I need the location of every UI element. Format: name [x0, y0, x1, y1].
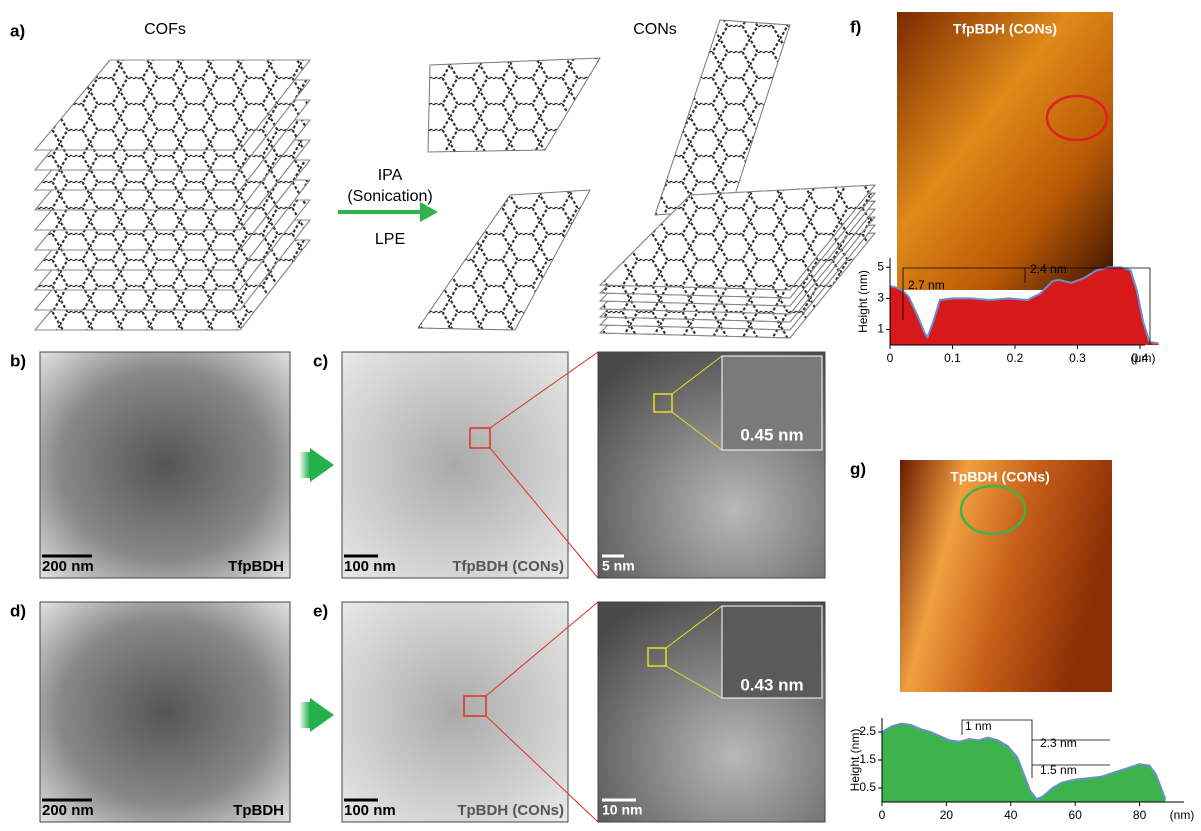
afm-image [900, 460, 1112, 692]
arrow [300, 702, 310, 728]
arrow [310, 698, 334, 732]
profile-line [889, 266, 1159, 345]
scale-label: 100 nm [344, 558, 396, 575]
x-tick-label: 40 [1004, 808, 1018, 822]
zoom-line [489, 447, 599, 579]
bracket [902, 267, 1150, 320]
panel-label: b) [10, 351, 26, 370]
zoom-line [485, 601, 599, 697]
arrow [338, 202, 438, 222]
sample-label: TfpBDH [228, 558, 284, 575]
x-axis-label: (μm) [1131, 351, 1156, 365]
zoom-box [647, 647, 667, 667]
panel-b: b) 200 nm TfpBDH [10, 351, 291, 579]
zoom-line [665, 665, 723, 699]
arrow-text: LPE [375, 231, 405, 248]
zoom-line [671, 355, 723, 395]
x-tick-label: 0.3 [1069, 351, 1086, 365]
y-tick-label: 3 [877, 291, 884, 305]
annotation: 2.3 nm [1040, 736, 1077, 750]
panel-c: c) 100 nm TfpBDH (CONs) 0.45 nm 5 nm [313, 351, 826, 579]
arrow [310, 448, 334, 482]
x-tick-label: 0 [887, 351, 894, 365]
panel-f: f) TfpBDH (CONs) [850, 12, 1113, 290]
x-tick-label: 0.4 [1132, 351, 1149, 365]
panel-label: f) [850, 17, 861, 36]
scale-label: 200 nm [42, 802, 94, 819]
panel-g: g) TpBDH (CONs) [850, 459, 1112, 692]
x-tick-label: 0.1 [944, 351, 961, 365]
panel-a: a) COFs CONs IPA (Sonication) LPE [10, 19, 877, 339]
zoom-line [485, 715, 599, 823]
sheet [417, 189, 591, 331]
x-tick-label: 20 [940, 808, 954, 822]
zoom-box [653, 393, 673, 413]
scale-label: 100 nm [344, 802, 396, 819]
afm-image [897, 12, 1113, 290]
sample-label: TpBDH (CONs) [457, 802, 564, 819]
annotation: 1.5 nm [1040, 763, 1077, 777]
sample-label: TpBDH (CONs) [950, 469, 1050, 485]
x-tick-label: 80 [1133, 808, 1147, 822]
y-axis-label: Height (nm) [856, 270, 870, 333]
panel-label: a) [10, 21, 25, 40]
sample-label: TpBDH [233, 802, 284, 819]
x-tick-label: 60 [1069, 808, 1083, 822]
zoom-box [469, 427, 491, 449]
spacing-label: 0.43 nm [740, 675, 803, 694]
arrow [300, 452, 310, 478]
panel-label: c) [313, 351, 328, 370]
scale-label: 5 nm [602, 558, 635, 574]
annotation: 2.7 nm [908, 278, 945, 292]
tem-image [341, 601, 569, 823]
sheet [654, 19, 791, 216]
cofs-title: COFs [144, 21, 186, 38]
panel-label: d) [10, 601, 26, 620]
x-axis-label: (nm) [1170, 808, 1195, 822]
panel-label: e) [313, 601, 328, 620]
cof-stack [33, 59, 312, 331]
inset [721, 605, 823, 699]
panel-d: d) 200 nm TpBDH [10, 601, 291, 823]
layer [598, 184, 877, 291]
scale-label: 10 nm [602, 802, 642, 818]
spacing-label: 0.45 nm [740, 425, 803, 444]
profile-line [881, 722, 1167, 801]
area [890, 267, 1159, 345]
cons-title: CONs [633, 21, 677, 38]
tem-image [39, 601, 291, 823]
layer [33, 59, 312, 151]
marker [959, 484, 1027, 536]
arrow-text: (Sonication) [347, 188, 432, 205]
x-tick-label: 0.2 [1007, 351, 1024, 365]
sample-label: TfpBDH (CONs) [452, 558, 564, 575]
arrow-text: IPA [378, 167, 403, 184]
tem-image [39, 351, 291, 579]
y-tick-label: 2.5 [859, 724, 876, 738]
y-tick-label: 0.5 [859, 780, 876, 794]
y-axis-label: Height (nm) [848, 729, 862, 792]
area [882, 723, 1166, 802]
zoom-line [671, 411, 723, 451]
scale-label: 200 nm [42, 558, 94, 575]
annotation: 1 nm [965, 719, 992, 733]
zoom-line [665, 605, 723, 649]
inset [721, 355, 823, 451]
tem-image [341, 351, 569, 579]
con-stack [598, 184, 877, 339]
zoom-box [463, 695, 487, 717]
panel-label: g) [850, 459, 866, 478]
sheet [427, 57, 601, 153]
y-tick-label: 5 [877, 259, 884, 273]
marker [1045, 94, 1109, 142]
zoom-line [489, 351, 599, 429]
x-tick-label: 0 [879, 808, 886, 822]
y-tick-label: 1.5 [859, 752, 876, 766]
bracket [961, 719, 1033, 778]
annotation: 2.4 nm [1030, 262, 1067, 276]
y-tick-label: 1 [877, 322, 884, 336]
panel-e: e) 100 nm TpBDH (CONs) 0.43 nm 10 nm [313, 601, 826, 823]
sample-label: TfpBDH (CONs) [953, 21, 1057, 37]
